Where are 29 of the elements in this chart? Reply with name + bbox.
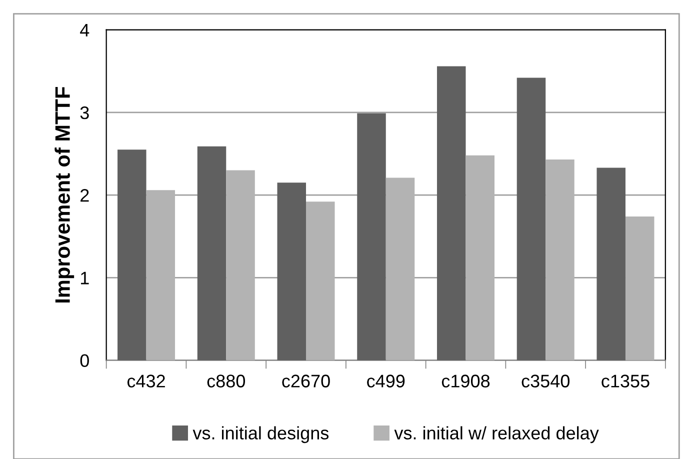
x-tick-label: c1355	[602, 374, 650, 388]
bar	[625, 216, 654, 360]
y-tick-label: 1	[81, 272, 89, 284]
y-tick-label: 3	[80, 106, 89, 120]
x-tick-label: c880	[207, 374, 246, 388]
bar	[466, 155, 494, 360]
bar	[277, 182, 306, 360]
x-tick-label: c1908	[442, 374, 490, 388]
y-tick-label: 0	[80, 354, 89, 368]
legend-label: vs. initial designs	[192, 426, 329, 444]
bar	[226, 170, 255, 360]
x-tick-label: c2670	[282, 374, 330, 388]
bar	[596, 168, 626, 360]
y-tick-label: 4	[80, 24, 90, 36]
legend-label: vs. initial w/ relaxed delay	[394, 426, 599, 444]
bar	[386, 178, 415, 360]
bar	[357, 113, 386, 360]
x-tick-label: c3540	[522, 374, 570, 388]
y-axis-title: Improvement of MTTF	[54, 87, 74, 302]
y-tick-label: 2	[80, 189, 89, 202]
bar	[436, 66, 466, 360]
x-tick-label: c499	[367, 374, 405, 388]
bar	[306, 202, 335, 360]
bar	[516, 78, 546, 360]
bar	[546, 160, 574, 360]
bar	[197, 146, 226, 360]
bar	[146, 190, 176, 360]
x-tick-label: c432	[127, 374, 165, 388]
bar	[118, 150, 146, 360]
